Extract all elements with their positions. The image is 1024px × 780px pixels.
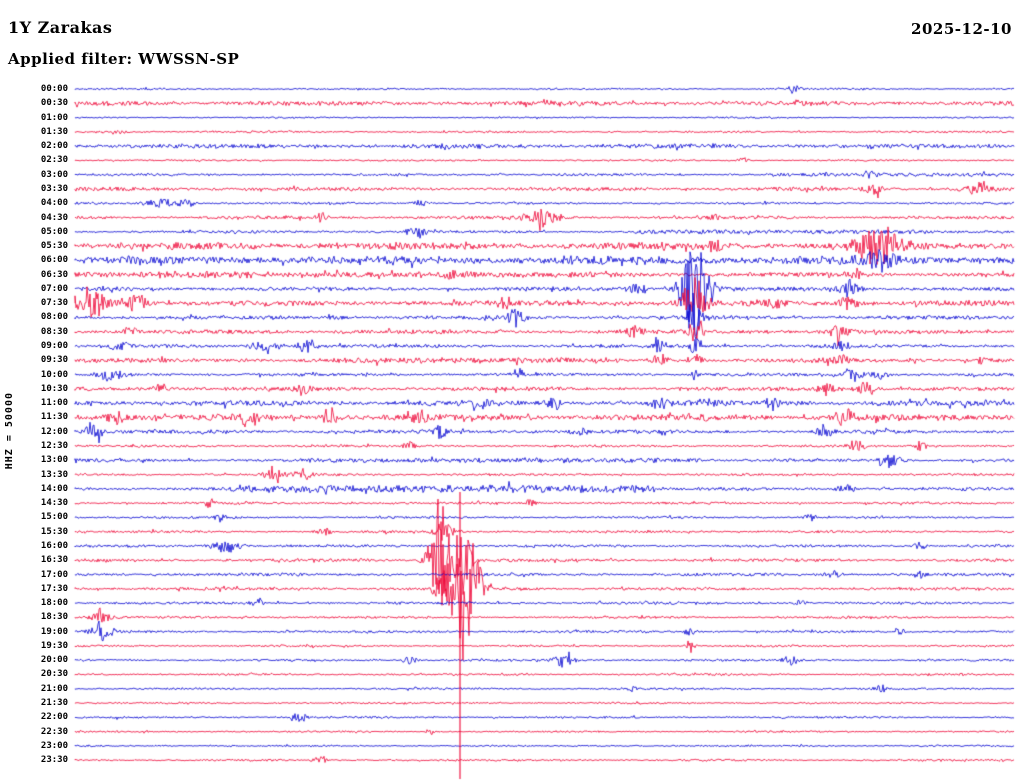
time-label: 12:00	[40, 426, 68, 437]
time-label: 11:30	[40, 412, 68, 423]
time-label: 04:30	[40, 212, 68, 223]
time-label: 23:00	[40, 740, 68, 751]
date-label: 2025-12-10	[911, 20, 1012, 38]
time-label: 08:00	[40, 312, 68, 323]
time-label: 07:00	[40, 283, 68, 294]
time-label: 10:30	[40, 383, 68, 394]
station-title: 1Y Zarakas	[8, 18, 113, 37]
time-label: 12:30	[40, 441, 68, 451]
time-label: 19:30	[40, 640, 68, 651]
time-label: 01:30	[40, 126, 68, 137]
time-label: 08:30	[40, 326, 68, 337]
time-label: 01:00	[40, 112, 68, 123]
time-label: 20:30	[40, 669, 68, 680]
time-label: 13:00	[40, 455, 68, 466]
time-label: 06:00	[40, 255, 68, 266]
time-label: 20:00	[40, 655, 68, 666]
time-label: 09:00	[40, 341, 68, 352]
time-label: 02:00	[40, 141, 68, 152]
time-label: 00:00	[40, 84, 68, 94]
time-label: 19:00	[40, 626, 68, 637]
time-label: 16:00	[40, 540, 68, 551]
time-label: 06:30	[40, 269, 68, 280]
time-label: 17:30	[40, 583, 68, 594]
time-label: 16:30	[40, 555, 68, 566]
filter-label: Applied filter: WWSSN-SP	[8, 50, 240, 68]
time-label: 02:30	[40, 155, 68, 166]
time-label: 22:00	[40, 712, 68, 723]
time-label: 15:00	[40, 512, 68, 523]
time-label: 17:00	[40, 569, 68, 580]
time-label: 04:00	[40, 198, 68, 209]
time-label: 05:00	[40, 226, 68, 237]
time-label: 10:00	[40, 369, 68, 380]
time-label: 21:30	[40, 698, 68, 709]
time-label: 09:30	[40, 355, 68, 366]
time-label: 18:30	[40, 612, 68, 623]
time-label: 07:30	[40, 298, 68, 309]
time-label: 14:00	[40, 483, 68, 494]
time-label: 05:30	[40, 241, 68, 252]
time-label: 23:30	[40, 755, 68, 766]
time-label: 14:30	[40, 498, 68, 509]
time-label: 15:30	[40, 526, 68, 537]
time-label: 22:30	[40, 726, 68, 737]
time-label: 00:30	[40, 98, 68, 109]
time-label: 13:30	[40, 469, 68, 480]
time-label: 03:30	[40, 183, 68, 194]
time-label: 18:00	[40, 598, 68, 609]
time-label: 21:00	[40, 683, 68, 694]
time-label: 11:00	[40, 398, 68, 409]
time-label: 03:00	[40, 169, 68, 180]
